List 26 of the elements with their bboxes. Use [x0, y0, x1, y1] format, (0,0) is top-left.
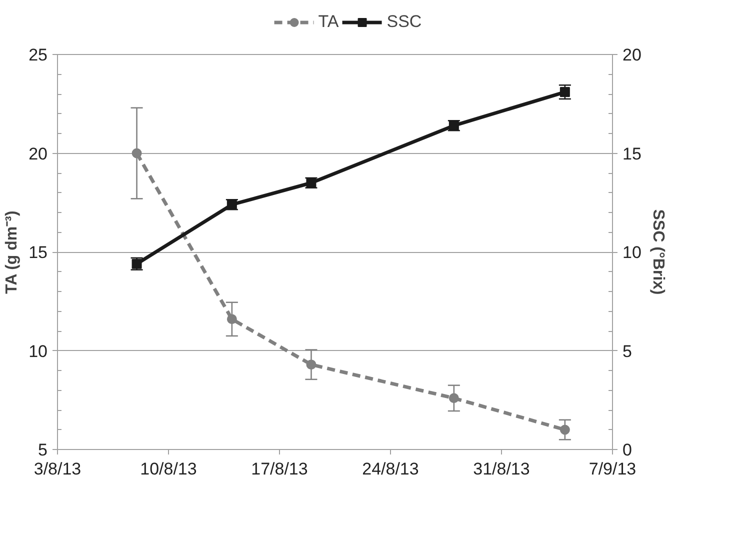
y-tick-label: 5	[38, 440, 48, 460]
legend-label: TA	[318, 12, 339, 32]
y-axis-title: TA (g dm⁻³)	[4, 210, 21, 294]
x-tick-label: 24/8/13	[362, 460, 419, 478]
y-tick-label: 15	[28, 243, 48, 262]
y2-tick-label: 0	[622, 440, 632, 460]
y2-tick-label: 20	[622, 46, 642, 64]
legend-label: SSC	[386, 12, 422, 32]
point	[132, 148, 142, 158]
point	[448, 393, 459, 404]
y2-axis-title: SSC (°Brix)	[649, 209, 666, 295]
y-tick-label: 10	[28, 342, 48, 361]
y2-tick-label: 5	[622, 342, 632, 361]
y2-tick-label: 15	[622, 144, 642, 164]
x-tick-label: 17/8/13	[251, 460, 308, 478]
point	[560, 424, 570, 435]
x-tick-label: 3/8/13	[34, 460, 82, 478]
y-tick-label: 20	[28, 144, 48, 164]
x-tick-label: 10/8/13	[140, 460, 197, 478]
point	[560, 87, 570, 98]
x-tick-label: 31/8/13	[473, 460, 530, 478]
point	[306, 360, 316, 370]
y-tick-label: 25	[28, 46, 48, 64]
y2-tick-label: 10	[622, 243, 642, 262]
point	[226, 314, 237, 324]
x-tick-label: 7/9/13	[588, 460, 636, 478]
